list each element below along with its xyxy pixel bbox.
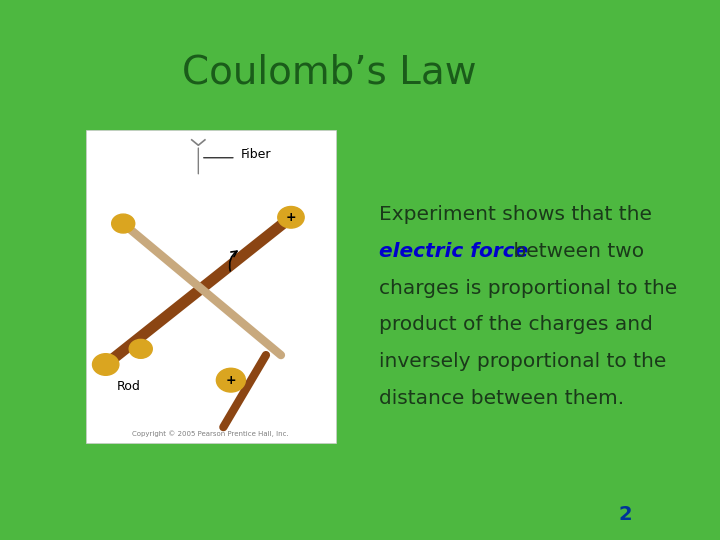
Circle shape [112,214,135,233]
Text: +: + [225,374,236,387]
Text: Coulomb’s Law: Coulomb’s Law [182,54,477,92]
Text: +: + [286,211,297,224]
Text: distance between them.: distance between them. [379,389,624,408]
Text: Experiment shows that the: Experiment shows that the [379,205,652,224]
Text: Rod: Rod [117,380,140,393]
Text: Fiber: Fiber [241,148,271,161]
Text: 2: 2 [619,505,633,524]
Circle shape [217,368,246,392]
Text: inversely proportional to the: inversely proportional to the [379,352,666,371]
Text: Copyright © 2005 Pearson Prentice Hall, Inc.: Copyright © 2005 Pearson Prentice Hall, … [132,430,289,436]
FancyBboxPatch shape [86,130,336,443]
Circle shape [92,354,119,375]
Text: product of the charges and: product of the charges and [379,315,653,334]
Text: electric force: electric force [379,242,528,261]
Circle shape [278,206,304,228]
Text: charges is proportional to the: charges is proportional to the [379,279,677,298]
FancyBboxPatch shape [0,0,659,540]
Text: between two: between two [508,242,644,261]
Circle shape [129,340,152,359]
